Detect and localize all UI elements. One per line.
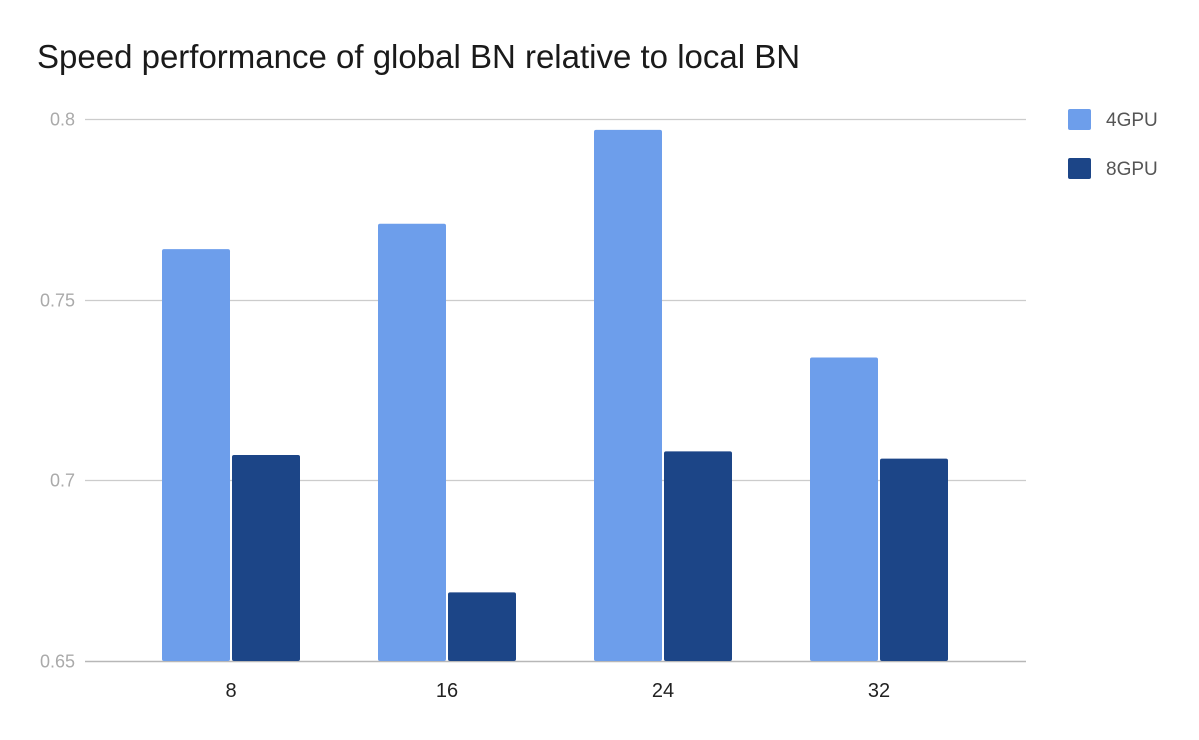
bar-4gpu-8 — [162, 249, 230, 661]
y-tick-label: 0.65 — [40, 652, 75, 672]
bars — [162, 129, 948, 662]
bar-8gpu-24 — [664, 451, 732, 661]
y-axis-ticks: 0.65 0.7 0.75 0.8 — [40, 110, 75, 672]
legend-swatch-8gpu — [1068, 158, 1091, 179]
bar-4gpu-32 — [810, 357, 878, 661]
x-tick-label: 32 — [868, 680, 890, 702]
x-tick-label: 8 — [225, 680, 236, 702]
bar-8gpu-8 — [232, 455, 300, 661]
legend-swatch-4gpu — [1068, 109, 1091, 130]
chart-title: Speed performance of global BN relative … — [37, 38, 801, 75]
y-tick-label: 0.7 — [50, 471, 75, 491]
x-axis-ticks: 8 16 24 32 — [225, 680, 890, 702]
legend-label-8gpu: 8GPU — [1106, 159, 1158, 180]
y-tick-label: 0.75 — [40, 291, 75, 311]
bar-4gpu-24 — [594, 129, 662, 662]
x-tick-label: 24 — [652, 680, 674, 702]
y-tick-label: 0.8 — [50, 110, 75, 130]
legend: 4GPU 8GPU — [1068, 109, 1158, 180]
x-tick-label: 16 — [436, 680, 458, 702]
bar-8gpu-16 — [448, 592, 516, 661]
legend-label-4gpu: 4GPU — [1106, 110, 1158, 131]
bar-8gpu-32 — [880, 458, 948, 661]
bar-4gpu-16 — [378, 223, 446, 661]
